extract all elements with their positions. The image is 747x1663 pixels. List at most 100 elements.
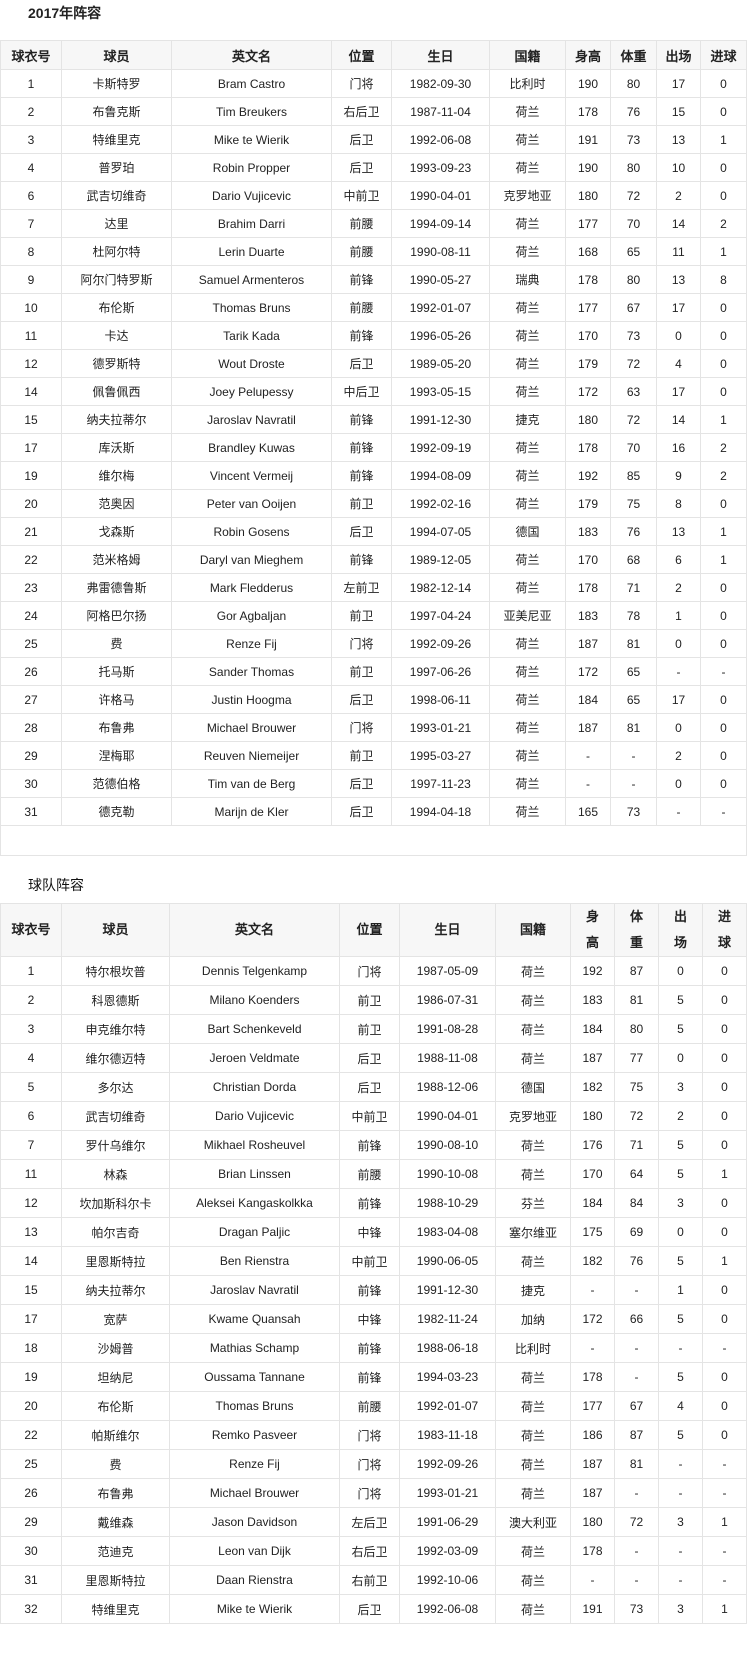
cell-english-name: Mathias Schamp <box>169 1333 340 1363</box>
table-row: 5 多尔达 Christian Dorda 后卫 1988-12-06 德国 182 75 3 0 <box>0 1072 747 1102</box>
cell-position: 中锋 <box>339 1304 400 1334</box>
cell-english-name: Sander Thomas <box>171 657 332 686</box>
cell-appearances: 1 <box>658 1275 703 1305</box>
cell-goals: 1 <box>702 1246 747 1276</box>
cell-goals: 0 <box>702 1304 747 1334</box>
cell-birthday: 1990-06-05 <box>399 1246 496 1276</box>
table-row: 10 布伦斯 Thomas Bruns 前腰 1992-01-07 荷兰 177 67 17 0 <box>0 293 747 322</box>
cell-birthday: 1989-12-05 <box>391 545 490 574</box>
cell-player: 费 <box>61 1449 170 1479</box>
cell-appearances: 0 <box>658 1043 703 1073</box>
cell-position: 前腰 <box>331 237 392 266</box>
table-row: 22 帕斯维尔 Remko Pasveer 门将 1983-11-18 荷兰 186 87 5 0 <box>0 1420 747 1450</box>
squad-2017-table: 球衣号 球员 英文名 位置 生日 国籍 身高 体重 出场 进球 1 卡斯特罗 Bram Castro 门… <box>0 40 747 856</box>
cell-weight: 87 <box>614 956 659 986</box>
table-row: 29 戴维森 Jason Davidson 左后卫 1991-06-29 澳大利亚 180 7… <box>0 1507 747 1537</box>
cell-nationality: 荷兰 <box>489 573 566 602</box>
column-header-goals: 进球 <box>702 903 747 957</box>
cell-nationality: 荷兰 <box>489 433 566 462</box>
cell-nationality: 荷兰 <box>489 797 566 826</box>
cell-goals: 0 <box>702 1043 747 1073</box>
table-row: 20 布伦斯 Thomas Bruns 前腰 1992-01-07 荷兰 177 67 4 0 <box>0 1391 747 1421</box>
cell-player: 托马斯 <box>61 657 172 686</box>
cell-position: 前锋 <box>331 321 392 350</box>
cell-english-name: Bram Castro <box>171 69 332 98</box>
cell-weight: 76 <box>610 97 657 126</box>
cell-appearances: 2 <box>658 1101 703 1131</box>
cell-weight: 78 <box>610 601 657 630</box>
cell-goals: 0 <box>702 985 747 1015</box>
cell-position: 中前卫 <box>339 1101 400 1131</box>
cell-number: 1 <box>0 956 62 986</box>
cell-player: 卡达 <box>61 321 172 350</box>
table-row: 1 卡斯特罗 Bram Castro 门将 1982-09-30 比利时 190 80 17 0 <box>0 69 747 98</box>
cell-appearances: 17 <box>656 685 701 714</box>
cell-height: - <box>570 1565 615 1595</box>
cell-weight: - <box>614 1362 659 1392</box>
cell-height: - <box>570 1275 615 1305</box>
cell-appearances: 2 <box>656 181 701 210</box>
cell-weight: 73 <box>614 1594 659 1624</box>
cell-appearances: 3 <box>658 1594 703 1624</box>
cell-birthday: 1994-03-23 <box>399 1362 496 1392</box>
cell-player: 弗雷德鲁斯 <box>61 573 172 602</box>
cell-height: 170 <box>565 545 611 574</box>
cell-number: 10 <box>0 293 62 322</box>
cell-weight: 65 <box>610 657 657 686</box>
cell-position: 前锋 <box>331 265 392 294</box>
cell-nationality: 荷兰 <box>495 1130 571 1160</box>
cell-nationality: 荷兰 <box>495 985 571 1015</box>
cell-appearances: 14 <box>656 405 701 434</box>
cell-nationality: 荷兰 <box>495 1420 571 1450</box>
cell-appearances: 17 <box>656 293 701 322</box>
cell-appearances: - <box>658 1478 703 1508</box>
cell-number: 17 <box>0 1304 62 1334</box>
cell-player: 许格马 <box>61 685 172 714</box>
cell-number: 6 <box>0 181 62 210</box>
cell-goals: 0 <box>700 181 747 210</box>
cell-position: 后卫 <box>331 153 392 182</box>
cell-position: 前锋 <box>339 1188 400 1218</box>
cell-height: 180 <box>570 1507 615 1537</box>
cell-english-name: Wout Droste <box>171 349 332 378</box>
cell-player: 范迪克 <box>61 1536 170 1566</box>
cell-weight: - <box>614 1565 659 1595</box>
cell-height: 190 <box>565 69 611 98</box>
cell-birthday: 1996-05-26 <box>391 321 490 350</box>
cell-player: 沙姆普 <box>61 1333 170 1363</box>
cell-height: 178 <box>570 1536 615 1566</box>
cell-english-name: Mikhael Rosheuvel <box>169 1130 340 1160</box>
cell-birthday: 1998-06-11 <box>391 685 490 714</box>
table-row: 24 阿格巴尔扬 Gor Agbaljan 前卫 1997-04-24 亚美尼亚 183 78… <box>0 601 747 630</box>
cell-number: 30 <box>0 769 62 798</box>
column-header-position: 位置 <box>339 903 400 957</box>
cell-height: 178 <box>565 433 611 462</box>
column-header-appearances: 出场 <box>656 40 701 70</box>
cell-number: 14 <box>0 377 62 406</box>
cell-birthday: 1990-08-11 <box>391 237 490 266</box>
cell-birthday: 1994-04-18 <box>391 797 490 826</box>
cell-english-name: Oussama Tannane <box>169 1362 340 1392</box>
table-row: 12 坎加斯科尔卡 Aleksei Kangaskolkka 前锋 1988-10-29… <box>0 1188 747 1218</box>
cell-appearances: 10 <box>656 153 701 182</box>
table-row: 7 达里 Brahim Darri 前腰 1994-09-14 荷兰 177 70 14 2 <box>0 209 747 238</box>
cell-birthday: 1988-12-06 <box>399 1072 496 1102</box>
cell-number: 22 <box>0 1420 62 1450</box>
cell-number: 25 <box>0 629 62 658</box>
cell-goals: 1 <box>700 237 747 266</box>
cell-birthday: 1994-08-09 <box>391 461 490 490</box>
cell-weight: 73 <box>610 125 657 154</box>
cell-position: 后卫 <box>339 1043 400 1073</box>
cell-weight: 65 <box>610 685 657 714</box>
cell-weight: - <box>614 1275 659 1305</box>
cell-goals: 1 <box>702 1159 747 1189</box>
cell-english-name: Michael Brouwer <box>171 713 332 742</box>
cell-birthday: 1997-11-23 <box>391 769 490 798</box>
cell-height: 187 <box>565 713 611 742</box>
cell-weight: 69 <box>614 1217 659 1247</box>
cell-position: 门将 <box>331 69 392 98</box>
section-title-2017-squad: 2017年阵容 <box>28 5 102 21</box>
cell-weight: 72 <box>614 1507 659 1537</box>
column-header-nationality: 国籍 <box>495 903 571 957</box>
cell-nationality: 荷兰 <box>489 125 566 154</box>
